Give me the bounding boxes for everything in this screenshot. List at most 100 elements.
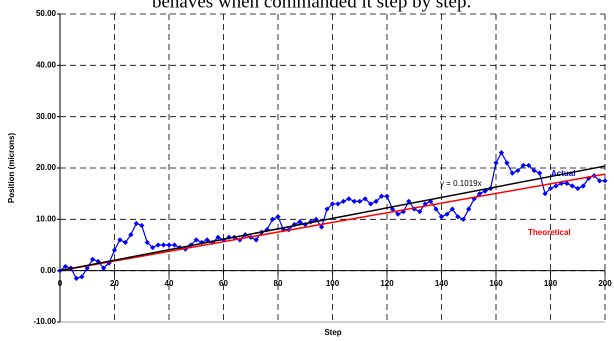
marker <box>395 211 401 217</box>
marker <box>90 256 96 262</box>
marker <box>515 167 521 174</box>
marker <box>150 244 156 251</box>
marker <box>346 196 352 202</box>
marker <box>57 268 63 274</box>
series-line <box>59 165 606 272</box>
marker <box>62 263 69 270</box>
marker <box>553 183 559 189</box>
trendline-label: y = 0.1019x <box>440 179 482 188</box>
marker <box>324 206 330 212</box>
marker <box>504 160 510 166</box>
marker <box>313 216 319 222</box>
x-tick-label: 80 <box>274 279 283 288</box>
marker <box>542 191 548 197</box>
marker <box>291 221 297 228</box>
marker <box>351 198 357 204</box>
marker <box>133 220 139 227</box>
marker <box>368 201 374 207</box>
x-tick-label: 60 <box>219 279 228 288</box>
marker <box>526 162 532 169</box>
x-tick-label: 20 <box>110 279 119 288</box>
marker <box>400 209 406 215</box>
marker <box>509 170 515 176</box>
marker <box>335 201 341 207</box>
marker <box>438 214 445 220</box>
y-tick-label: 20.00 <box>36 163 57 172</box>
y-tick-label: 50.00 <box>36 9 57 18</box>
marker <box>569 183 575 189</box>
marker <box>79 274 85 280</box>
marker <box>602 178 608 184</box>
marker <box>101 265 107 271</box>
marker <box>449 206 455 212</box>
marker <box>319 224 325 230</box>
x-tick-label: 200 <box>598 279 612 288</box>
marker <box>564 180 570 186</box>
x-tick-label: 160 <box>489 279 503 288</box>
marker <box>378 193 385 199</box>
x-tick-label: 140 <box>435 279 449 288</box>
marker <box>498 150 505 156</box>
marker <box>166 242 172 248</box>
marker <box>269 216 276 222</box>
marker <box>264 227 270 233</box>
marker <box>531 167 537 174</box>
x-tick-label: 40 <box>165 279 174 288</box>
marker <box>128 232 134 238</box>
y-tick-label: -10.00 <box>33 317 56 326</box>
marker <box>215 234 221 240</box>
caption: behaves when commanded it step by step. <box>152 0 471 12</box>
marker <box>155 242 161 248</box>
marker <box>160 242 167 248</box>
marker <box>111 247 118 253</box>
y-tick-label: 0.00 <box>40 266 56 275</box>
x-tick-label: 120 <box>380 279 394 288</box>
marker <box>417 209 423 215</box>
marker <box>547 185 554 192</box>
marker <box>389 206 396 212</box>
y-tick-label: 10.00 <box>36 214 57 223</box>
marker <box>95 258 101 265</box>
marker <box>384 193 390 199</box>
series-label: Theoretical <box>528 228 571 237</box>
marker <box>362 196 368 202</box>
marker <box>193 237 199 243</box>
marker <box>84 265 90 271</box>
marker <box>117 237 123 243</box>
marker <box>73 275 79 281</box>
marker <box>493 160 499 166</box>
marker <box>537 170 543 176</box>
marker <box>596 178 603 184</box>
marker <box>444 211 450 217</box>
marker <box>460 216 466 222</box>
marker <box>139 222 145 229</box>
series-line <box>59 173 606 272</box>
marker <box>122 239 128 246</box>
marker <box>422 201 428 207</box>
marker <box>575 185 581 192</box>
marker <box>144 239 150 246</box>
marker <box>275 214 281 220</box>
marker <box>340 198 346 204</box>
marker <box>482 188 488 194</box>
marker <box>466 206 472 212</box>
marker <box>433 206 439 212</box>
marker <box>171 242 178 248</box>
marker <box>477 191 483 197</box>
y-tick-label: 40.00 <box>36 60 57 69</box>
marker <box>329 201 336 207</box>
marker <box>406 198 412 204</box>
marker <box>428 198 434 204</box>
marker <box>373 198 379 204</box>
marker <box>204 237 210 243</box>
marker <box>580 183 586 189</box>
y-tick-label: 30.00 <box>36 112 57 121</box>
x-tick-label: 180 <box>544 279 558 288</box>
x-tick-label: 100 <box>326 279 340 288</box>
marker <box>357 198 363 204</box>
y-axis-title: Position (microns) <box>7 133 16 204</box>
marker <box>455 214 461 220</box>
marker <box>520 162 526 169</box>
